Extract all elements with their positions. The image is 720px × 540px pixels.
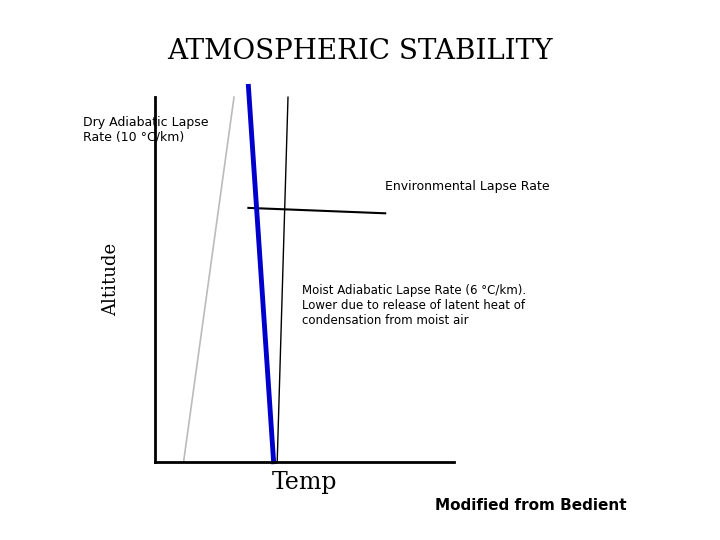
Text: Environmental Lapse Rate: Environmental Lapse Rate [385, 180, 550, 193]
Text: ATMOSPHERIC STABILITY: ATMOSPHERIC STABILITY [167, 38, 553, 65]
Text: Altitude: Altitude [102, 243, 121, 316]
Text: Modified from Bedient: Modified from Bedient [435, 498, 626, 513]
Text: Temp: Temp [271, 471, 337, 494]
Text: Dry Adiabatic Lapse
Rate (10 °C/km): Dry Adiabatic Lapse Rate (10 °C/km) [83, 116, 208, 144]
Text: Moist Adiabatic Lapse Rate (6 °C/km).
Lower due to release of latent heat of
con: Moist Adiabatic Lapse Rate (6 °C/km). Lo… [302, 284, 526, 327]
